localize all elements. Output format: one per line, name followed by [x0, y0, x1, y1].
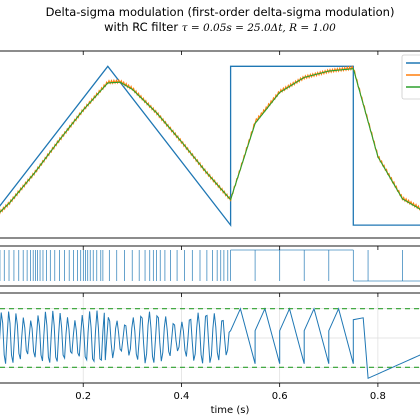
legend	[401, 54, 420, 100]
filtered-jagged-line	[0, 65, 420, 215]
chart-subtitle-prefix: with RC filter	[104, 20, 182, 34]
signal-panel-frame	[0, 50, 420, 239]
error-line	[0, 307, 420, 380]
error-panel-frame	[0, 292, 420, 384]
legend-box	[401, 54, 420, 100]
chart-subtitle-math: τ = 0.05s = 25.0Δt, R = 1.00	[182, 22, 336, 34]
reference-signal-line	[0, 65, 420, 228]
filtered-smooth-line	[0, 68, 420, 213]
x-axis-label: time (s)	[211, 405, 250, 416]
chart-title: Delta-sigma modulation (first-order delt…	[46, 5, 395, 19]
bitstream-panel-frame	[0, 245, 420, 287]
error-panel-grid	[0, 294, 420, 382]
x-tick-label: 0.4	[173, 391, 189, 402]
signal-series-group	[0, 65, 420, 228]
bitstream-series-group	[0, 249, 420, 282]
x-tick-label: 0.8	[370, 391, 386, 402]
panel-frames	[0, 50, 420, 384]
error-series-group	[0, 307, 420, 380]
x-tick-label: 0.2	[75, 391, 91, 402]
chart-subtitle: with RC filter τ = 0.05s = 25.0Δt, R = 1…	[104, 20, 336, 34]
x-tick-label: 0.6	[272, 391, 288, 402]
x-ticks: 0.2 0.4 0.6 0.8	[75, 51, 386, 402]
